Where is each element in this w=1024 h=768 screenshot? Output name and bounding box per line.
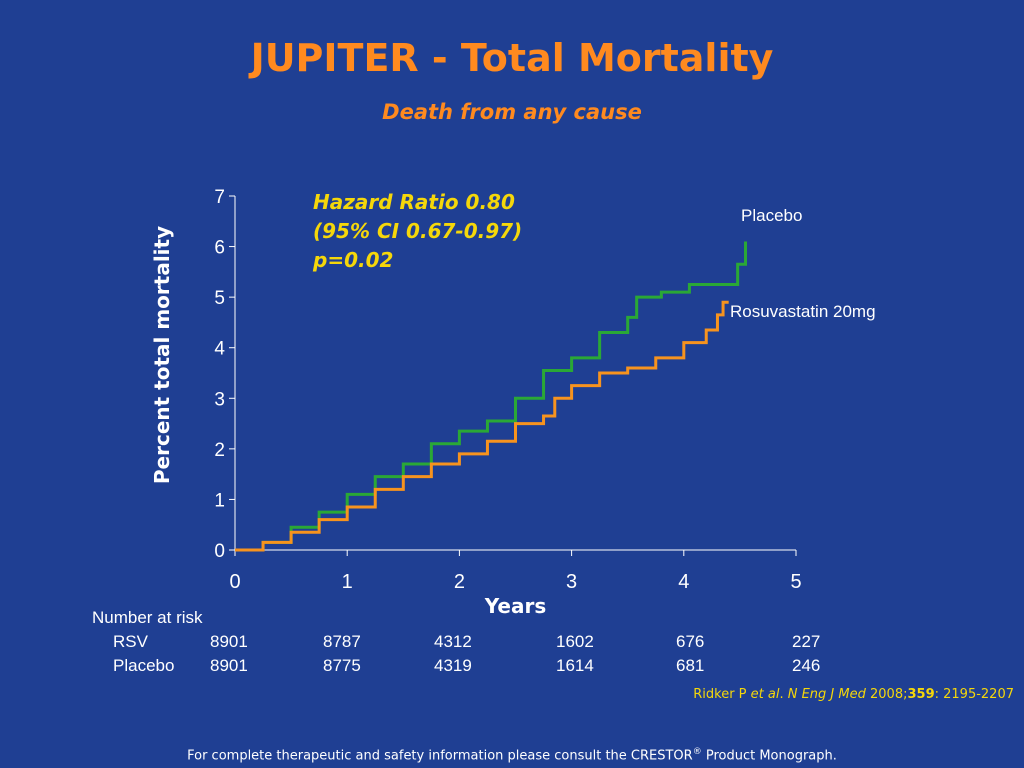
y-tick-label: 5: [214, 288, 225, 309]
slide-title: JUPITER - Total Mortality: [250, 36, 774, 80]
citation-year: 2008;: [865, 687, 908, 702]
rosuvastatin-line: [235, 300, 729, 552]
footer-disclaimer: For complete therapeutic and safety info…: [0, 747, 1024, 763]
risk-cell: 4312: [434, 632, 472, 651]
risk-cell: 8901: [210, 656, 248, 675]
x-tick-label: 4: [678, 571, 689, 593]
x-axis-label: Years: [484, 594, 546, 618]
x-tick-label: 1: [342, 571, 353, 593]
y-tick-label: 7: [214, 187, 225, 208]
risk-cell: 227: [792, 632, 821, 651]
risk-cell: 681: [676, 656, 705, 675]
risk-cell: 8775: [323, 656, 361, 675]
x-tick-label: 2: [454, 571, 465, 593]
risk-table-title: Number at risk: [92, 608, 203, 627]
citation-pages: : 2195-2207: [934, 687, 1014, 702]
footer-text: For complete therapeutic and safety info…: [187, 748, 693, 764]
y-tick-label: 1: [214, 490, 225, 511]
confidence-interval-line: (95% CI 0.67-0.97): [313, 219, 523, 243]
risk-row-label: Placebo: [113, 656, 175, 675]
slide-subtitle: Death from any cause: [382, 100, 642, 124]
citation-author: Ridker P: [693, 687, 751, 702]
citation-dot: .: [779, 687, 788, 702]
risk-cell: 1602: [556, 632, 594, 651]
p-value-line: p=0.02: [313, 248, 394, 272]
risk-row-label: RSV: [113, 632, 148, 651]
x-tick-label: 5: [790, 571, 801, 593]
risk-cell: 8901: [210, 632, 248, 651]
hazard-ratio-annotation: Hazard Ratio 0.80 (95% CI 0.67-0.97) p=0…: [313, 188, 522, 275]
y-axis-label: Percent total mortality: [150, 226, 174, 484]
rosuvastatin-series-label: Rosuvastatin 20mg: [730, 302, 876, 321]
y-tick-label: 2: [214, 440, 225, 461]
risk-cell: 8787: [323, 632, 361, 651]
y-tick-label: 0: [214, 541, 225, 562]
citation-etal: et al: [750, 687, 780, 702]
x-tick-label: 3: [566, 571, 577, 593]
registered-mark: ®: [692, 747, 702, 757]
citation-journal: N Eng J Med: [787, 687, 866, 702]
citation-volume: 359: [907, 687, 935, 702]
footer-text-end: Product Monograph.: [701, 748, 837, 764]
risk-cell: 4319: [434, 656, 472, 675]
y-tick-label: 6: [214, 238, 225, 259]
y-tick-label: 4: [214, 339, 225, 360]
placebo-line: [235, 241, 748, 552]
placebo-series-label: Placebo: [741, 206, 802, 225]
citation: Ridker P et al. N Eng J Med 2008;359: 21…: [693, 687, 1014, 702]
y-tick-label: 3: [214, 389, 225, 410]
x-tick-label: 0: [229, 571, 240, 593]
risk-cell: 676: [676, 632, 705, 651]
risk-cell: 246: [792, 656, 821, 675]
hazard-ratio-line: Hazard Ratio 0.80: [313, 190, 515, 214]
risk-cell: 1614: [556, 656, 594, 675]
